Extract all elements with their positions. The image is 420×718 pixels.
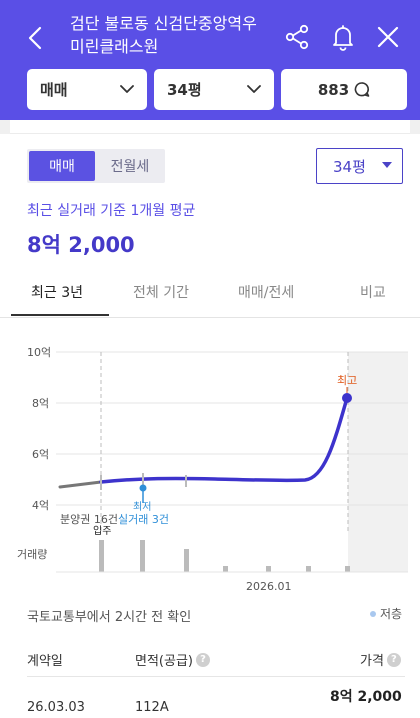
lowest-annotation-trades: 실거래 3건 (118, 513, 169, 526)
average-caption: 최근 실거래 기준 1개월 평균 (27, 203, 196, 219)
toggle-sale[interactable]: 매매 (29, 151, 95, 181)
help-icon[interactable]: ? (386, 652, 401, 667)
size-dropdown[interactable]: 34평 (154, 69, 274, 110)
column-header-price: 가격 ? (360, 650, 401, 669)
table-row-price: 8억 2,000 (330, 689, 402, 705)
presale-line (58, 480, 103, 489)
notification-button[interactable] (328, 22, 358, 52)
legend-dot-icon (370, 610, 376, 617)
trade-type-dropdown[interactable]: 매매 (27, 69, 147, 110)
share-icon (285, 24, 309, 50)
highest-annotation: 최고 (337, 374, 357, 387)
table-row-area: 112A (135, 700, 169, 715)
volume-bars (99, 540, 350, 572)
comment-icon (354, 82, 370, 97)
size-select-label: 34평 (333, 157, 366, 176)
share-button[interactable] (282, 22, 312, 52)
lowest-annotation-title: 최저 (133, 501, 151, 513)
volume-bar (345, 566, 350, 572)
column-header-date-label: 계약일 (27, 654, 63, 669)
grid-lines (56, 351, 408, 506)
presale-annotation: 분양권 16건 (60, 513, 118, 526)
page-title-line2: 미린클래스원 (70, 37, 159, 56)
lowest-floor-legend: 저층 (370, 605, 402, 622)
volume-bar (99, 540, 104, 572)
page-title-line1: 검단 불로동 신검단중앙역우 (70, 14, 257, 33)
bell-icon (333, 25, 353, 51)
volume-bar (140, 540, 145, 572)
help-icon[interactable]: ? (195, 652, 210, 667)
close-icon (377, 26, 399, 48)
header-strip (0, 120, 420, 134)
lowest-marker (139, 484, 147, 492)
active-tab-indicator (11, 314, 109, 316)
column-header-area-label: 면적(공급) (135, 654, 193, 669)
back-icon (28, 26, 42, 50)
tab-recent-3-years[interactable]: 최근 3년 (31, 285, 83, 301)
volume-label: 거래량 (17, 548, 47, 561)
trade-type-label: 매매 (40, 81, 68, 99)
caret-down-icon (382, 162, 392, 168)
volume-bar (223, 566, 228, 572)
chevron-down-icon (120, 85, 134, 93)
volume-bar (184, 549, 189, 572)
future-shade (348, 352, 408, 572)
chevron-down-icon (247, 85, 261, 93)
sale-rent-toggle: 매매 전월세 (27, 149, 165, 183)
legend-label: 저층 (380, 607, 403, 621)
comments-button[interactable]: 883 (281, 69, 407, 110)
size-label: 34평 (167, 81, 202, 99)
volume-bar (266, 566, 271, 572)
page-title: 검단 불로동 신검단중앙역우 미린클래스원 (70, 12, 285, 58)
x-tick-label: 2026.01 (246, 580, 292, 593)
column-header-area: 면적(공급) ? (135, 650, 210, 669)
back-button[interactable] (22, 22, 50, 54)
column-header-price-label: 가격 (360, 654, 384, 669)
tab-compare[interactable]: 비교 (360, 285, 386, 301)
price-chart-svg: 10억 8억 6억 4억 최저 실거래 3건 분양권 16건 입주 최고 거래량 (17, 346, 408, 593)
average-price: 8억 2,000 (27, 233, 135, 257)
y-tick-label: 4억 (32, 499, 49, 512)
tab-sale-lease[interactable]: 매매/전세 (238, 285, 295, 301)
source-text: 국토교통부에서 2시간 전 확인 (27, 610, 192, 625)
move-in-annotation: 입주 (93, 524, 111, 537)
table-divider (27, 676, 405, 677)
y-tick-label: 6억 (32, 448, 49, 461)
tab-all-period[interactable]: 전체 기간 (133, 285, 189, 301)
column-header-date: 계약일 (27, 650, 63, 669)
y-tick-label: 8억 (32, 397, 49, 410)
close-button[interactable] (373, 22, 403, 52)
price-line (99, 396, 349, 484)
price-chart: 10억 8억 6억 4억 최저 실거래 3건 분양권 16건 입주 최고 거래량 (0, 320, 420, 604)
table-row-date: 26.03.03 (27, 700, 85, 715)
period-tabs: 최근 3년 전체 기간 매매/전세 비교 (0, 268, 420, 318)
volume-bar (306, 566, 311, 572)
app-header: 검단 불로동 신검단중앙역우 미린클래스원 매매 34평 (0, 0, 420, 120)
y-tick-label: 10억 (27, 346, 51, 359)
size-select[interactable]: 34평 (316, 148, 403, 184)
comments-count: 883 (317, 80, 350, 99)
toggle-rent[interactable]: 전월세 (110, 159, 150, 175)
highest-marker (342, 393, 352, 403)
